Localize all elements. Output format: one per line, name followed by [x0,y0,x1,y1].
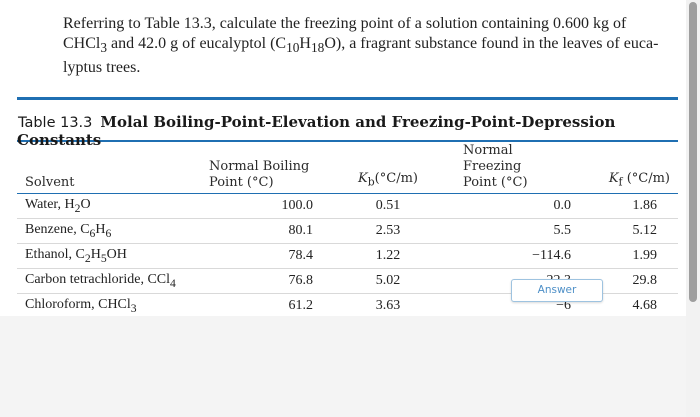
divider [17,97,678,100]
scrollbar-thumb[interactable] [689,2,697,302]
header-freezing-point: Normal Freezing Point (°C) [463,143,528,190]
scrollbar[interactable] [686,0,700,417]
table-number: Table 13.3 [18,115,93,131]
header-kf: Kf (°C/m) [608,171,670,189]
table-row: Ethanol, C2H5OH 78.4 1.22 −114.6 1.99 [17,244,678,269]
divider [17,140,678,142]
question-card: Referring to Table 13.3, calculate the f… [17,14,678,319]
solvent-cell: Carbon tetrachloride, CCl4 [25,272,176,290]
answer-button[interactable]: Answer [511,279,603,302]
table-caption: Table 13.3 Molal Boiling-Point-Elevation … [17,113,678,149]
subscript: 10 [286,40,300,56]
kf-cell: 5.12 [632,223,658,238]
boiling-point-cell: 61.2 [288,298,314,313]
solvent-cell: Ethanol, C2H5OH [25,247,127,265]
freezing-point-cell: 5.5 [553,223,572,238]
freezing-point-cell: −114.6 [532,248,571,263]
question-part: and 42.0 g of eucalyptol (C [107,35,287,52]
kb-cell: 5.02 [375,273,401,288]
question-part: O), a fragrant substance found in the le… [63,35,659,77]
subscript: 3 [100,40,108,56]
question-text: Referring to Table 13.3, calculate the f… [63,14,663,78]
kb-cell: 0.51 [375,198,401,213]
question-part: H [299,35,311,52]
kf-cell: 29.8 [632,273,658,288]
boiling-point-cell: 78.4 [288,248,314,263]
kf-cell: 1.86 [632,198,658,213]
table-header-row: Solvent Normal Boiling Point (°C) Kb(°C/m… [17,142,678,194]
table-title: Molal Boiling-Point-Elevation and Freezi… [17,113,616,149]
question-part: Referring to Table 13.3, calculate the f… [63,15,627,52]
table-row: Water, H2O 100.0 0.51 0.0 1.86 [17,194,678,219]
kf-cell: 1.99 [632,248,658,263]
header-solvent: Solvent [25,175,75,190]
background-area [0,316,686,417]
header-boiling-point: Normal Boiling Point (°C) [209,159,310,190]
data-table-block: Table 13.3 Molal Boiling-Point-Elevation … [17,97,678,320]
kb-cell: 1.22 [375,248,401,263]
header-kb: Kb(°C/m) [358,171,418,189]
kf-cell: 4.68 [632,298,658,313]
solvent-cell: Chloroform, CHCl3 [25,297,137,315]
boiling-point-cell: 80.1 [288,223,314,238]
table-row: Benzene, C6H6 80.1 2.53 5.5 5.12 [17,219,678,244]
kb-cell: 2.53 [375,223,401,238]
boiling-point-cell: 76.8 [288,273,314,288]
freezing-point-cell: 0.0 [553,198,572,213]
solvent-cell: Benzene, C6H6 [25,222,112,240]
subscript: 18 [310,40,325,56]
boiling-point-cell: 100.0 [281,198,314,213]
kb-cell: 3.63 [375,298,401,313]
solvent-cell: Water, H2O [25,197,91,215]
constants-table: Solvent Normal Boiling Point (°C) Kb(°C/m… [17,142,678,320]
